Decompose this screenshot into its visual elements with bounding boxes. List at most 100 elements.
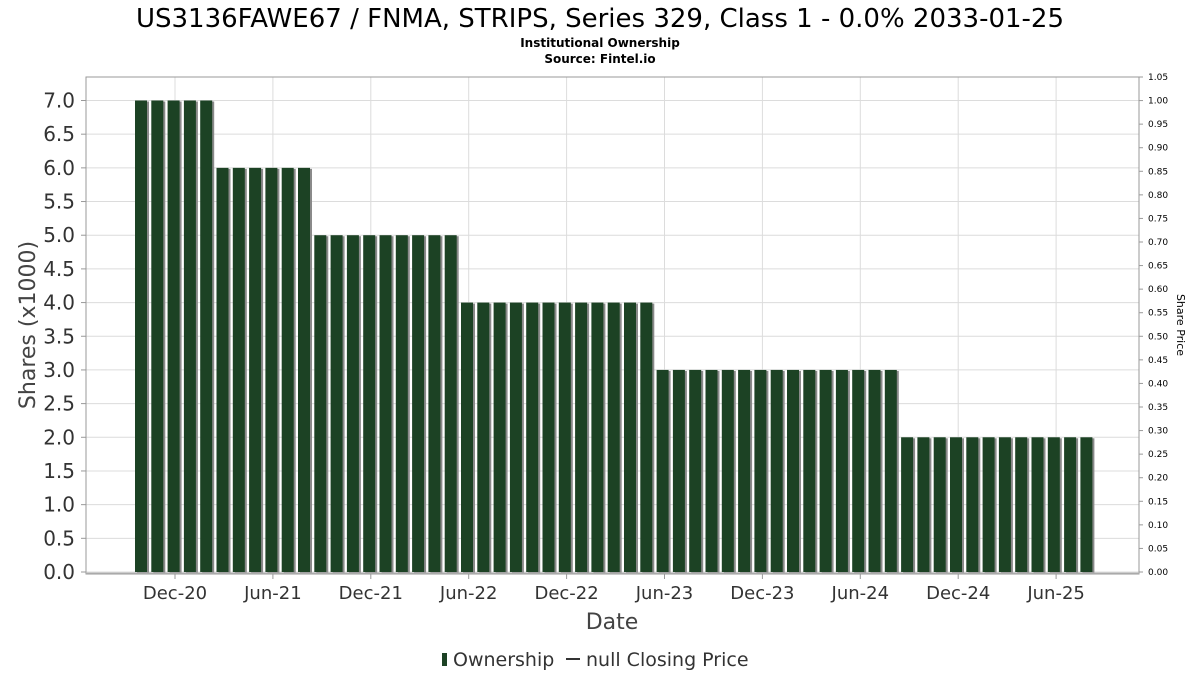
- ownership-bar: [917, 437, 930, 572]
- y2-tick-label: 0.90: [1148, 144, 1168, 154]
- ownership-bar: [200, 100, 213, 572]
- ownership-bar: [721, 369, 734, 572]
- ownership-bar: [135, 100, 147, 572]
- y-tick-label: 3.5: [43, 324, 75, 348]
- ownership-bar: [591, 302, 604, 572]
- ownership-bar: [1031, 437, 1044, 572]
- x-axis-label: Date: [586, 610, 639, 635]
- chart-title: US3136FAWE67 / FNMA, STRIPS, Series 329,…: [136, 4, 1064, 34]
- y2-tick-label: 0.65: [1148, 262, 1168, 272]
- x-tick-label: Dec-22: [534, 583, 598, 604]
- x-tick-label: Jun-25: [1026, 583, 1085, 604]
- x-tick-label: Jun-21: [243, 583, 302, 604]
- ownership-bar: [884, 369, 897, 572]
- ownership-bar: [330, 235, 343, 572]
- ownership-bar: [819, 369, 832, 572]
- y2-axis-ticks: 0.00 0.05 0.10 0.15 0.20 0.25 0.30 0.35 0.40 0.45…: [1139, 73, 1168, 578]
- x-tick-label: Dec-23: [730, 583, 794, 604]
- y-tick-label: 7.0: [43, 89, 75, 113]
- y-tick-label: 1.5: [43, 459, 75, 483]
- ownership-bar: [640, 302, 653, 572]
- ownership-bar: [770, 369, 783, 572]
- y2-tick-label: 0.45: [1148, 356, 1168, 366]
- y-axis-label: Shares (x1000): [16, 241, 41, 409]
- ownership-bar: [672, 369, 685, 572]
- y-tick-label: 2.5: [43, 392, 75, 416]
- ownership-bar: [803, 369, 816, 572]
- y2-tick-label: 0.05: [1148, 544, 1168, 554]
- ownership-bar: [509, 302, 522, 572]
- ownership-bar: [966, 437, 979, 572]
- y2-tick-label: 0.20: [1148, 474, 1168, 484]
- ownership-bar: [379, 235, 392, 572]
- y-axis-ticks: 0.0 0.5 1.0 1.5 2.0 2.5 3.0 3.5 4.0 4.5 5.0 5.5 6.0 6…: [43, 89, 86, 584]
- x-tick-label: Jun-23: [635, 583, 694, 604]
- x-tick-label: Jun-22: [439, 583, 498, 604]
- ownership-bar: [183, 100, 196, 572]
- legend: Ownership null Closing Price: [442, 649, 749, 671]
- ownership-bar: [151, 100, 164, 572]
- y-tick-label: 2.0: [43, 425, 75, 449]
- y2-tick-label: 0.25: [1148, 450, 1168, 460]
- ownership-bar: [787, 369, 799, 572]
- ownership-bar: [428, 235, 441, 572]
- ownership-bar: [526, 302, 539, 572]
- chart-subtitle: Institutional Ownership: [520, 36, 680, 50]
- ownership-bar: [705, 369, 718, 572]
- y2-tick-label: 0.40: [1148, 379, 1168, 389]
- ownership-bar: [558, 302, 571, 572]
- y-tick-label: 4.5: [43, 257, 75, 281]
- ownership-bar: [575, 302, 588, 572]
- ownership-bar: [754, 369, 767, 572]
- ownership-bar: [1015, 437, 1028, 572]
- ownership-bar: [852, 369, 865, 572]
- ownership-bar: [167, 100, 180, 572]
- ownership-bar: [249, 167, 262, 572]
- y-tick-label: 0.5: [43, 526, 75, 550]
- ownership-bar: [542, 302, 555, 572]
- ownership-legend-icon: [442, 653, 447, 666]
- ownership-bar: [412, 235, 425, 572]
- ownership-bar: [281, 167, 294, 572]
- y2-tick-label: 0.70: [1148, 238, 1168, 248]
- legend-ownership-label: Ownership: [453, 649, 554, 671]
- plot-area: [85, 76, 1140, 575]
- ownership-bar: [363, 235, 376, 572]
- y-tick-label: 6.0: [43, 156, 75, 180]
- y2-tick-label: 0.50: [1148, 332, 1168, 342]
- ownership-bar: [493, 302, 506, 572]
- y2-tick-label: 0.35: [1148, 403, 1168, 413]
- ownership-bar: [607, 302, 620, 572]
- x-tick-label: Dec-21: [339, 583, 403, 604]
- y2-tick-label: 0.55: [1148, 309, 1168, 319]
- y2-tick-label: 0.15: [1148, 497, 1168, 507]
- ownership-bar: [933, 437, 946, 572]
- ownership-bar: [232, 167, 245, 572]
- y2-tick-label: 0.10: [1148, 521, 1168, 531]
- y2-tick-label: 0.60: [1148, 285, 1168, 295]
- chart-source: Source: Fintel.io: [544, 52, 655, 66]
- ownership-bar: [477, 302, 490, 572]
- ownership-bar: [624, 302, 636, 572]
- y2-tick-label: 0.00: [1148, 568, 1168, 578]
- y-tick-label: 1.0: [43, 493, 75, 517]
- ownership-bar: [461, 302, 473, 572]
- y-tick-label: 4.0: [43, 291, 75, 315]
- bars-group: [86, 100, 1139, 574]
- y-tick-label: 3.0: [43, 358, 75, 382]
- y2-tick-label: 0.75: [1148, 214, 1168, 224]
- ownership-bar: [298, 167, 310, 572]
- ownership-bar: [950, 437, 962, 572]
- ownership-bar: [1064, 437, 1077, 572]
- x-tick-label: Dec-20: [143, 583, 207, 604]
- y2-tick-label: 0.30: [1148, 427, 1168, 437]
- ownership-bar: [395, 235, 408, 572]
- ownership-bar: [689, 369, 702, 572]
- y2-axis-label: Share Price: [1174, 294, 1187, 356]
- ownership-bar: [1047, 437, 1060, 572]
- y2-tick-label: 1.00: [1148, 97, 1168, 107]
- ownership-bar: [868, 369, 881, 572]
- ownership-bar: [265, 167, 278, 572]
- ownership-bar: [901, 437, 914, 572]
